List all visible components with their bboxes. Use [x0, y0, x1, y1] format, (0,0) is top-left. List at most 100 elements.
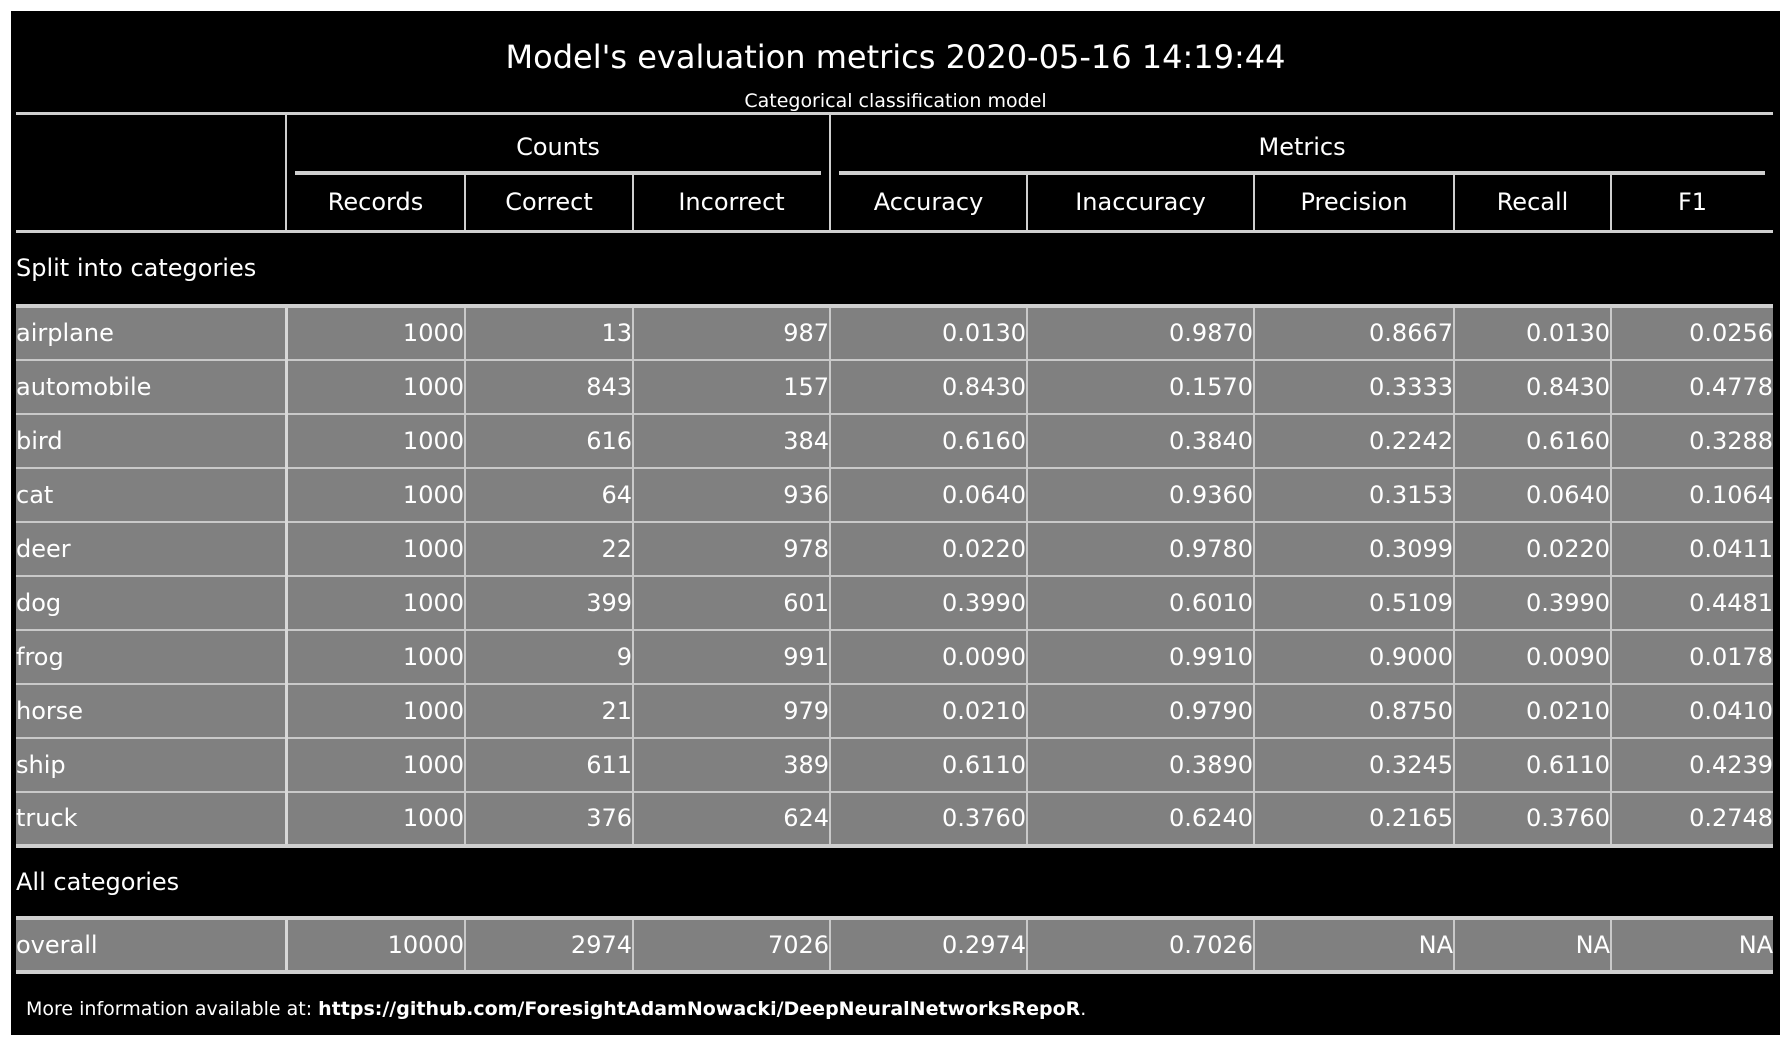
column-header-recall: Recall [1454, 174, 1613, 233]
table-cell: 0.0210 [1454, 683, 1613, 739]
table-cell: 0.3990 [1454, 575, 1613, 631]
table-cell: 936 [633, 467, 832, 523]
table-cell: 1000 [286, 629, 466, 685]
footer-suffix: . [1080, 998, 1087, 1020]
table-subtitle: Categorical classification model [744, 90, 1047, 112]
table-cell: 389 [633, 737, 832, 793]
table-row: truck 1000 376 624 0.3760 0.6240 0.2165 0.3760 0… [16, 791, 1774, 848]
table-cell: 0.4239 [1611, 737, 1774, 793]
table-cell: 0.3760 [830, 791, 1029, 848]
column-header-precision: Precision [1254, 174, 1456, 233]
section-row: All categories [16, 845, 1774, 920]
table-cell: 0.0220 [1454, 521, 1613, 577]
table-cell: 0.0130 [1454, 305, 1613, 361]
table-cell: 0.5109 [1254, 575, 1456, 631]
table-body: Split into categories airplane 1000 13 987 0.… [16, 231, 1774, 974]
row-label: deer [16, 521, 288, 577]
table-cell: 1000 [286, 305, 466, 361]
row-label: truck [16, 791, 288, 848]
row-label: frog [16, 629, 288, 685]
table-cell: 21 [465, 683, 634, 739]
table-row: automobile 1000 843 157 0.8430 0.1570 0.3333 0.… [16, 359, 1774, 415]
table-cell: 1000 [286, 575, 466, 631]
table-cell: 0.6010 [1027, 575, 1256, 631]
table-cell: 2974 [465, 917, 634, 974]
table-cell: 0.6110 [1454, 737, 1613, 793]
table-cell: 0.9910 [1027, 629, 1256, 685]
section-title: Split into categories [16, 231, 1774, 308]
header-corner [16, 112, 287, 233]
table-cell: 0.0090 [830, 629, 1029, 685]
table-cell: 616 [465, 413, 634, 469]
table-cell: 0.6110 [830, 737, 1029, 793]
table-cell: 0.8750 [1254, 683, 1456, 739]
table-cell: 1000 [286, 413, 466, 469]
table-cell: 0.3333 [1254, 359, 1456, 415]
table-cell: 0.0130 [830, 305, 1029, 361]
table-cell: 0.1570 [1027, 359, 1256, 415]
table-cell: 7026 [633, 917, 832, 974]
table-cell: 0.3288 [1611, 413, 1774, 469]
row-label: dog [16, 575, 288, 631]
table-cell: 0.0640 [1454, 467, 1613, 523]
table-cell: NA [1254, 917, 1456, 974]
row-label: automobile [16, 359, 288, 415]
table-cell: 0.1064 [1611, 467, 1774, 523]
table-cell: 1000 [286, 359, 466, 415]
table-cell: 0.9870 [1027, 305, 1256, 361]
table-cell: 0.2974 [830, 917, 1029, 974]
table-cell: 0.6160 [1454, 413, 1613, 469]
footer-prefix: More information available at: [26, 998, 319, 1020]
table-cell: NA [1611, 917, 1774, 974]
column-group-counts: Counts [286, 112, 832, 175]
table-cell: 64 [465, 467, 634, 523]
table-row: overall 10000 2974 7026 0.2974 0.7026 NA NA NA [16, 917, 1774, 974]
table-cell: 0.8667 [1254, 305, 1456, 361]
column-header-incorrect: Incorrect [633, 174, 832, 233]
table-cell: 376 [465, 791, 634, 848]
table-cell: 979 [633, 683, 832, 739]
table-cell: 0.3760 [1454, 791, 1613, 848]
section-row: Split into categories [16, 231, 1774, 308]
table-row: horse 1000 21 979 0.0210 0.9790 0.8750 0.0210 0.… [16, 683, 1774, 739]
footer-link[interactable]: https://github.com/ForesightAdamNowacki/… [318, 998, 1081, 1020]
footer-note: More information available at: https://g… [26, 997, 1086, 1021]
table-cell: 0.9360 [1027, 467, 1256, 523]
table-cell: 384 [633, 413, 832, 469]
table-row: airplane 1000 13 987 0.0130 0.9870 0.8667 0.013… [16, 305, 1774, 361]
table-row: cat 1000 64 936 0.0640 0.9360 0.3153 0.0640 0.10… [16, 467, 1774, 523]
table-cell: 0.7026 [1027, 917, 1256, 974]
table-cell: 399 [465, 575, 634, 631]
table-cell: 0.2242 [1254, 413, 1456, 469]
table-cell: 0.3990 [830, 575, 1029, 631]
metrics-table: Counts Metrics Records Correct Incorrect… [16, 112, 1774, 974]
table-cell: NA [1454, 917, 1613, 974]
table-cell: 0.2748 [1611, 791, 1774, 848]
column-header-inaccuracy: Inaccuracy [1027, 174, 1256, 233]
table-cell: 0.4778 [1611, 359, 1774, 415]
column-header-correct: Correct [465, 174, 634, 233]
table-cell: 0.4481 [1611, 575, 1774, 631]
table-cell: 978 [633, 521, 832, 577]
table-cell: 0.9000 [1254, 629, 1456, 685]
table-cell: 0.2165 [1254, 791, 1456, 848]
table-cell: 0.0410 [1611, 683, 1774, 739]
table-cell: 0.0178 [1611, 629, 1774, 685]
table-cell: 1000 [286, 791, 466, 848]
table-cell: 1000 [286, 683, 466, 739]
table-cell: 0.0220 [830, 521, 1029, 577]
table-title: Model's evaluation metrics 2020-05-16 14… [505, 38, 1286, 76]
table-cell: 0.9780 [1027, 521, 1256, 577]
row-label: ship [16, 737, 288, 793]
metrics-table-figure: Model's evaluation metrics 2020-05-16 14… [11, 11, 1780, 1035]
table-cell: 611 [465, 737, 634, 793]
column-header-records: Records [286, 174, 466, 233]
table-cell: 0.0090 [1454, 629, 1613, 685]
table-cell: 0.8430 [830, 359, 1029, 415]
table-cell: 1000 [286, 467, 466, 523]
table-cell: 0.6240 [1027, 791, 1256, 848]
table-cell: 0.3840 [1027, 413, 1256, 469]
row-label: airplane [16, 305, 288, 361]
column-group-metrics: Metrics [830, 112, 1774, 175]
row-label: bird [16, 413, 288, 469]
